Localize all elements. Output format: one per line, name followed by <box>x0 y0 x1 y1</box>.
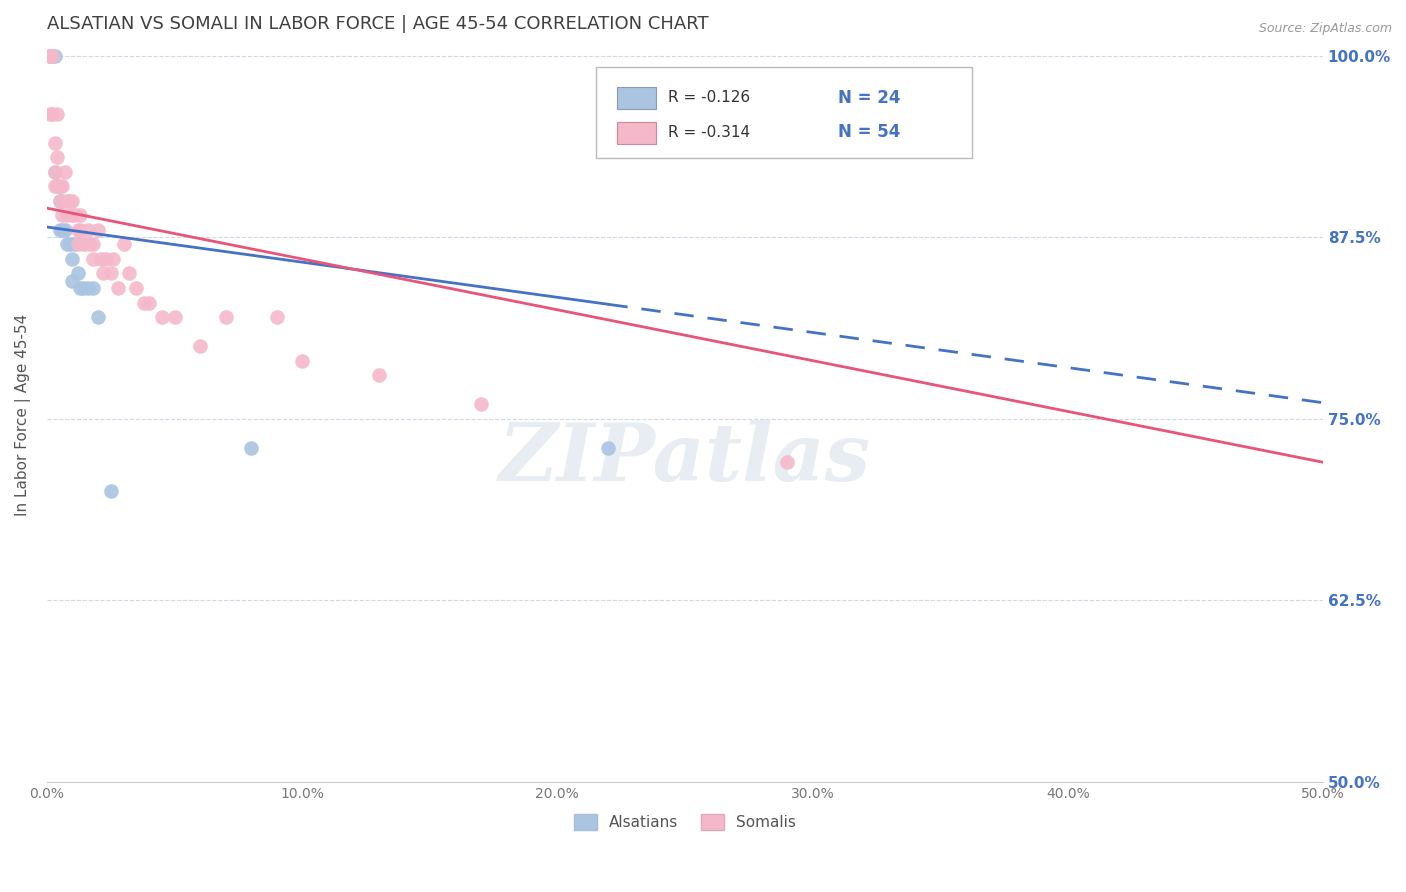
Point <box>87 223 110 237</box>
Point <box>291 353 314 368</box>
Point <box>132 295 155 310</box>
FancyBboxPatch shape <box>596 67 972 159</box>
Point <box>59 237 82 252</box>
Point <box>125 281 148 295</box>
Point <box>62 194 84 208</box>
Point <box>94 252 117 266</box>
Point <box>56 194 79 208</box>
Point <box>72 237 94 252</box>
Point <box>103 252 125 266</box>
Text: R = -0.126: R = -0.126 <box>668 90 751 105</box>
Bar <box>617 122 655 144</box>
Point <box>51 179 73 194</box>
Point <box>776 455 799 469</box>
Point <box>82 237 104 252</box>
Point <box>46 107 69 121</box>
Point <box>38 48 60 62</box>
Point <box>53 223 76 237</box>
Point <box>66 223 89 237</box>
Point <box>56 208 79 222</box>
Point <box>44 165 66 179</box>
Point <box>48 194 70 208</box>
Point <box>62 252 84 266</box>
Point <box>76 223 98 237</box>
Point <box>150 310 173 324</box>
Point <box>56 237 79 252</box>
Point <box>117 267 139 281</box>
Point <box>66 237 89 252</box>
Text: N = 54: N = 54 <box>838 123 900 141</box>
Point <box>66 267 89 281</box>
Text: ZIPatlas: ZIPatlas <box>499 420 870 498</box>
Point <box>53 165 76 179</box>
Point <box>38 48 60 62</box>
Point <box>62 274 84 288</box>
Point <box>44 165 66 179</box>
Point <box>44 179 66 194</box>
Point <box>41 107 63 121</box>
Point <box>188 339 211 353</box>
Text: N = 24: N = 24 <box>838 88 900 106</box>
Point <box>470 397 492 411</box>
Point <box>48 194 70 208</box>
Point <box>51 194 73 208</box>
Point <box>41 48 63 62</box>
Point <box>214 310 236 324</box>
Point <box>48 179 70 194</box>
Point <box>69 208 91 222</box>
Point <box>59 194 82 208</box>
Text: Source: ZipAtlas.com: Source: ZipAtlas.com <box>1258 22 1392 36</box>
Point <box>44 136 66 150</box>
Point <box>38 107 60 121</box>
Point <box>87 310 110 324</box>
Point <box>82 281 104 295</box>
Point <box>72 281 94 295</box>
Point <box>63 208 86 222</box>
Point <box>41 48 63 62</box>
Point <box>63 237 86 252</box>
Point <box>163 310 186 324</box>
Point <box>107 281 129 295</box>
Point <box>69 281 91 295</box>
Point <box>51 208 73 222</box>
Point <box>598 441 620 455</box>
Point <box>112 237 135 252</box>
Point <box>138 295 160 310</box>
Point <box>46 179 69 194</box>
Point <box>91 267 114 281</box>
Point <box>266 310 288 324</box>
Point <box>38 48 60 62</box>
Point <box>38 48 60 62</box>
Point <box>240 441 263 455</box>
Point <box>44 48 66 62</box>
Text: R = -0.314: R = -0.314 <box>668 125 751 139</box>
Point <box>100 267 122 281</box>
Legend: Alsatians, Somalis: Alsatians, Somalis <box>568 808 803 837</box>
Bar <box>617 87 655 110</box>
Point <box>75 237 97 252</box>
Y-axis label: In Labor Force | Age 45-54: In Labor Force | Age 45-54 <box>15 314 31 516</box>
Point <box>69 223 91 237</box>
Point <box>367 368 389 383</box>
Point <box>46 179 69 194</box>
Point <box>76 281 98 295</box>
Point <box>51 223 73 237</box>
Point <box>62 208 84 222</box>
Point <box>82 252 104 266</box>
Point <box>46 150 69 164</box>
Point <box>48 223 70 237</box>
Point <box>79 237 101 252</box>
Text: ALSATIAN VS SOMALI IN LABOR FORCE | AGE 45-54 CORRELATION CHART: ALSATIAN VS SOMALI IN LABOR FORCE | AGE … <box>46 15 709 33</box>
Point <box>100 484 122 499</box>
Point <box>90 252 112 266</box>
